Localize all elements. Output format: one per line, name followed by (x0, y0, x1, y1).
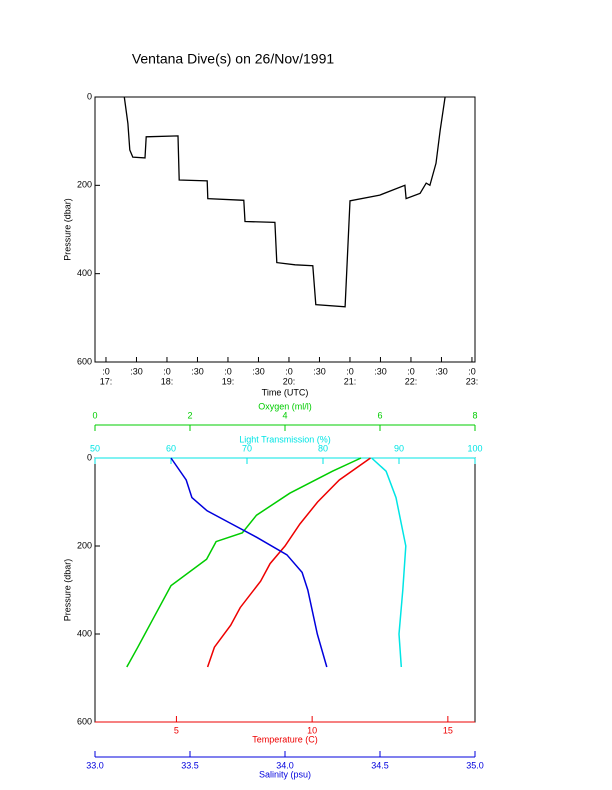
x-tick-label: 70 (242, 443, 252, 453)
figure-title: Ventana Dive(s) on 26/Nov/1991 (132, 51, 335, 67)
y-tick-label: 200 (77, 540, 92, 550)
x-axis-title: Light Transmission (%) (239, 434, 331, 444)
x-axis-title: Salinity (psu) (259, 769, 311, 779)
x-tick-label: 0 (92, 410, 97, 420)
dive-trace (123, 96, 446, 308)
x-tick-label: 80 (318, 443, 328, 453)
x-tick-label: :30 (374, 366, 387, 376)
y-tick-label: 0 (87, 91, 92, 101)
x-tick-label: 33.5 (181, 760, 199, 770)
x-hour-label: 18: (161, 376, 174, 386)
x-axis-title: Temperature (C) (252, 734, 318, 744)
profile-trace (206, 457, 371, 668)
x-tick-label: :0 (407, 366, 415, 376)
x-tick-label: 50 (90, 443, 100, 453)
x-hour-label: 17: (100, 376, 113, 386)
x-tick-label: 8 (472, 410, 477, 420)
x-tick-label: 100 (467, 443, 482, 453)
x-hour-label: 20: (283, 376, 296, 386)
plot-frame (94, 96, 476, 363)
y-tick-label: 600 (77, 716, 92, 726)
x-tick-label: :30 (435, 366, 448, 376)
y-tick-label: 0 (87, 452, 92, 462)
x-tick-label: :0 (224, 366, 232, 376)
x-hour-label: 21: (344, 376, 357, 386)
x-tick-label: :0 (163, 366, 171, 376)
x-tick-label: 33.0 (86, 760, 104, 770)
x-tick-label: 2 (187, 410, 192, 420)
x-tick-label: 35.0 (466, 760, 484, 770)
x-tick-label: 34.5 (371, 760, 389, 770)
x-tick-label: 60 (166, 443, 176, 453)
profile-trace (126, 457, 362, 668)
x-tick-label: 6 (377, 410, 382, 420)
x-tick-label: 4 (282, 410, 287, 420)
y-tick-label: 600 (77, 356, 92, 366)
x-tick-label: :0 (285, 366, 293, 376)
y-axis-title: Pressure (dbar) (62, 559, 72, 622)
x-tick-label: 5 (174, 725, 179, 735)
x-tick-label: :0 (346, 366, 354, 376)
x-tick-label: :30 (252, 366, 265, 376)
x-tick-label: :0 (102, 366, 110, 376)
x-tick-label: :30 (130, 366, 143, 376)
x-tick-label: 90 (394, 443, 404, 453)
x-hour-label: 19: (222, 376, 235, 386)
x-tick-label: 15 (443, 725, 453, 735)
x-tick-label: 34.0 (276, 760, 294, 770)
x-tick-label: 10 (307, 725, 317, 735)
profile-trace (170, 457, 328, 668)
profile-trace (371, 457, 407, 668)
y-tick-label: 400 (77, 268, 92, 278)
x-tick-label: :30 (191, 366, 204, 376)
plot-frame (94, 457, 476, 723)
x-axis-title: Oxygen (ml/l) (258, 401, 312, 411)
x-hour-label: 22: (405, 376, 418, 386)
x-tick-label: :0 (468, 366, 476, 376)
x-hour-label: 23: (466, 376, 479, 386)
y-tick-label: 200 (77, 180, 92, 190)
x-axis-title: Time (UTC) (262, 387, 309, 397)
x-tick-label: :30 (313, 366, 326, 376)
y-axis-title: Pressure (dbar) (62, 198, 72, 261)
y-tick-label: 400 (77, 628, 92, 638)
